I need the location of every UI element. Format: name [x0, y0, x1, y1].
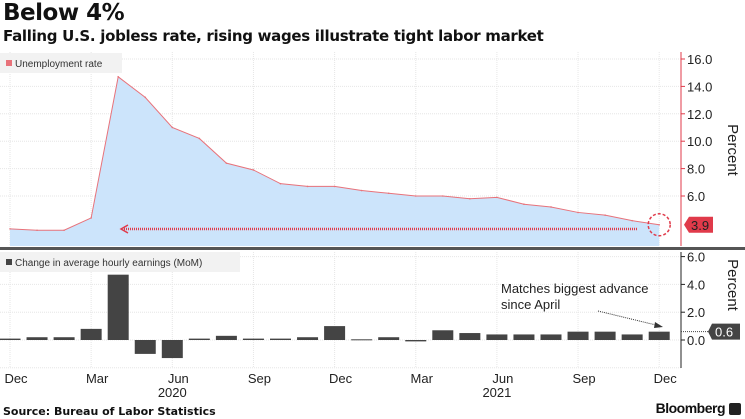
- data-point: [306, 185, 309, 188]
- data-point: [63, 229, 65, 232]
- x-tick-label: Mar: [411, 371, 434, 386]
- data-point: [550, 206, 552, 208]
- annotation-text: since April: [501, 297, 560, 312]
- bar: [432, 330, 454, 340]
- x-tick-label: Sep: [572, 371, 595, 386]
- chart-subtitle: Falling U.S. jobless rate, rising wages …: [3, 27, 544, 45]
- legend-label: Unemployment rate: [15, 59, 103, 70]
- x-tick-label: Dec: [654, 371, 678, 386]
- bar: [486, 334, 508, 340]
- bar: [242, 338, 264, 340]
- legend-swatch: [6, 259, 12, 265]
- source-note: Source: Bureau of Labor Statistics: [3, 405, 216, 418]
- data-point: [577, 211, 579, 214]
- data-point: [279, 182, 282, 185]
- bar: [26, 337, 48, 340]
- data-point: [658, 223, 660, 226]
- bloomberg-icon: [729, 403, 741, 415]
- annotation-arrow: [597, 310, 661, 327]
- legend-box: [0, 53, 122, 73]
- legend-label: Change in average hourly earnings (MoM): [15, 258, 202, 269]
- annotation-text: Matches biggest advance: [501, 281, 648, 296]
- bar: [215, 335, 237, 340]
- last-value-label: 0.6: [715, 325, 733, 340]
- bar: [540, 334, 562, 340]
- y-tick-label: 14.0: [687, 79, 712, 94]
- bar: [351, 339, 373, 341]
- last-value-badge: [708, 323, 740, 340]
- y-tick-label: 6.0: [687, 189, 705, 204]
- bar: [567, 331, 589, 340]
- bar: [0, 338, 21, 340]
- y-tick-label: 2.0: [687, 305, 705, 320]
- bar: [53, 337, 75, 340]
- y-tick-label: 12.0: [687, 107, 712, 122]
- data-point: [225, 162, 228, 164]
- y-tick-label: 16.0: [687, 52, 712, 67]
- data-point: [198, 137, 201, 140]
- data-point: [414, 195, 417, 197]
- data-point: [171, 126, 174, 129]
- data-point: [90, 217, 92, 219]
- data-point: [360, 189, 363, 192]
- data-point: [387, 192, 390, 195]
- x-year-label: 2021: [482, 385, 511, 400]
- data-point: [604, 214, 606, 216]
- x-tick-label: Jun: [168, 371, 189, 386]
- data-point: [333, 185, 336, 188]
- bar: [648, 331, 670, 340]
- y-tick-label: 8.0: [687, 162, 705, 177]
- y-tick-label: 10.0: [687, 134, 712, 149]
- bar: [188, 338, 210, 340]
- bar: [324, 326, 346, 340]
- data-point: [36, 229, 38, 232]
- chart-title: Below 4%: [3, 0, 125, 26]
- y-tick-label: 0.0: [687, 333, 705, 348]
- bar: [107, 274, 129, 340]
- bar: [513, 334, 535, 340]
- x-tick-label: Sep: [248, 371, 271, 386]
- brand-logo: Bloomberg: [655, 400, 726, 416]
- bar: [80, 328, 102, 340]
- data-point: [252, 169, 255, 171]
- panel-divider: [0, 247, 745, 250]
- data-point: [117, 76, 119, 78]
- y-axis-title: Percent: [724, 259, 741, 312]
- highlight-circle: [647, 213, 671, 237]
- bar: [405, 340, 427, 342]
- bar: [134, 340, 156, 354]
- x-year-label: 2020: [158, 385, 187, 400]
- x-tick-label: Dec: [329, 371, 353, 386]
- last-value-label: 3.9: [691, 218, 709, 233]
- x-tick-label: Mar: [86, 371, 109, 386]
- data-point: [469, 197, 471, 200]
- data-point: [9, 228, 11, 230]
- bar: [594, 331, 616, 340]
- data-point: [631, 219, 633, 222]
- bar: [459, 333, 481, 340]
- data-point: [442, 195, 444, 197]
- bar: [621, 334, 643, 340]
- bar: [297, 337, 319, 340]
- legend-swatch: [6, 60, 12, 66]
- last-value-badge: [684, 216, 713, 233]
- data-point: [523, 203, 525, 206]
- bar: [161, 340, 183, 359]
- bar: [378, 337, 400, 340]
- arrow-head-icon: [119, 224, 129, 234]
- x-tick-label: Jun: [492, 371, 513, 386]
- y-tick-label: 4.0: [687, 277, 705, 292]
- data-point: [496, 196, 498, 199]
- arrow-head-icon: [654, 322, 663, 328]
- legend-box: [0, 252, 240, 272]
- unemployment-area: [10, 76, 660, 246]
- x-tick-label: Dec: [4, 371, 28, 386]
- y-axis-title: Percent: [724, 124, 741, 177]
- bar: [270, 338, 291, 340]
- data-point: [144, 96, 147, 99]
- y-tick-label: 6.0: [687, 250, 705, 265]
